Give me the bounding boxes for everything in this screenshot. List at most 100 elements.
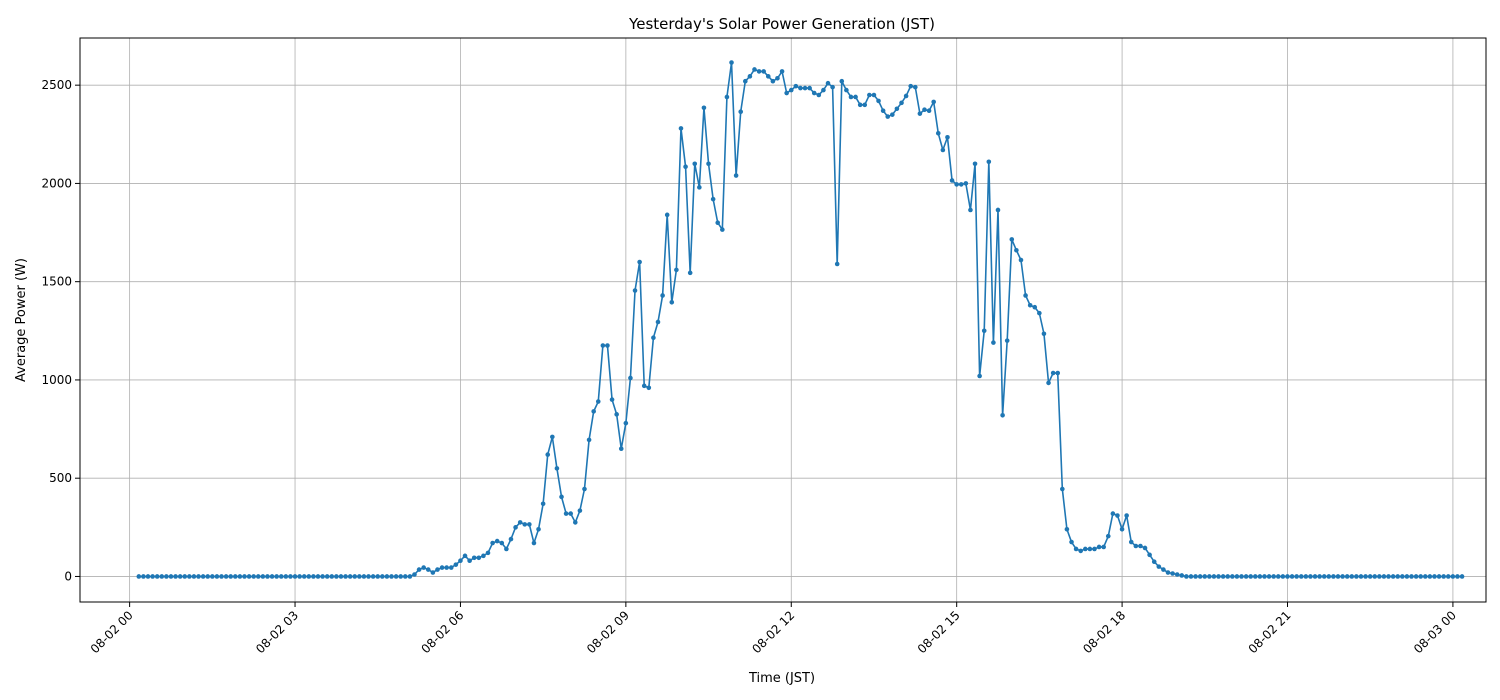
- data-point: [1404, 574, 1410, 579]
- data-point: [1069, 539, 1074, 545]
- data-point: [1037, 310, 1042, 316]
- data-point: [821, 87, 826, 93]
- data-point: [173, 574, 178, 579]
- data-point: [517, 520, 523, 525]
- data-point: [880, 108, 886, 114]
- data-point: [1110, 511, 1116, 516]
- y-tick-label: 0: [64, 569, 72, 583]
- data-point: [1445, 574, 1451, 579]
- data-point: [871, 92, 877, 98]
- data-point: [283, 574, 289, 579]
- data-point: [931, 99, 936, 105]
- data-point: [150, 574, 155, 579]
- data-point: [1092, 546, 1097, 552]
- data-point: [1381, 574, 1387, 579]
- data-point: [237, 574, 243, 579]
- data-point: [334, 574, 339, 579]
- data-point: [301, 574, 307, 579]
- data-point: [890, 112, 895, 117]
- data-point: [940, 147, 946, 153]
- data-point: [632, 288, 638, 293]
- data-point: [444, 565, 449, 570]
- data-point: [338, 574, 344, 579]
- data-point: [1289, 574, 1295, 579]
- data-point: [251, 574, 256, 579]
- data-point: [1023, 293, 1028, 298]
- data-point: [435, 567, 440, 572]
- data-point: [1418, 574, 1423, 579]
- data-point: [370, 574, 376, 579]
- data-point: [159, 574, 165, 579]
- data-point: [839, 78, 845, 84]
- data-point: [1041, 331, 1047, 337]
- data-point: [853, 94, 858, 100]
- plot-frame: [79, 37, 1487, 603]
- data-point: [968, 207, 973, 213]
- data-point: [1262, 574, 1267, 579]
- data-point: [315, 574, 321, 579]
- data-point: [513, 525, 518, 530]
- data-point: [641, 383, 647, 389]
- data-point: [655, 319, 661, 325]
- data-point: [554, 466, 560, 471]
- data-point: [1409, 574, 1414, 579]
- data-point: [972, 161, 978, 167]
- data-point: [917, 111, 923, 116]
- data-point: [210, 574, 215, 579]
- data-point: [453, 562, 459, 567]
- data-point: [508, 536, 514, 542]
- data-point: [343, 574, 348, 579]
- data-point: [715, 220, 721, 226]
- data-point: [595, 399, 601, 404]
- data-point: [559, 494, 564, 500]
- data-point: [527, 522, 532, 527]
- data-point: [540, 501, 546, 507]
- data-point: [949, 178, 955, 183]
- data-point: [646, 385, 652, 391]
- data-point: [1285, 574, 1290, 579]
- data-point: [609, 397, 615, 402]
- data-point: [738, 109, 744, 114]
- data-point: [885, 114, 891, 119]
- data-point: [710, 196, 716, 202]
- data-point: [1230, 574, 1235, 579]
- data-point: [1271, 574, 1276, 579]
- data-point: [347, 574, 353, 579]
- data-point: [1027, 302, 1033, 308]
- data-point: [1216, 574, 1221, 579]
- data-point: [788, 87, 794, 93]
- data-point: [1266, 574, 1272, 579]
- data-point: [678, 126, 684, 131]
- data-point: [1275, 574, 1281, 579]
- data-point: [991, 340, 996, 345]
- data-point: [628, 375, 633, 381]
- data-point: [384, 574, 390, 579]
- data-point: [986, 159, 992, 165]
- data-point: [311, 574, 316, 579]
- data-point: [522, 522, 528, 527]
- data-point: [1142, 545, 1148, 551]
- data-point: [214, 574, 220, 579]
- data-point: [1400, 574, 1405, 579]
- data-point: [1133, 543, 1139, 549]
- data-point: [660, 293, 665, 298]
- data-point: [1441, 574, 1446, 579]
- data-point: [389, 574, 394, 579]
- data-point: [1427, 574, 1433, 579]
- data-point: [1156, 564, 1162, 569]
- data-point: [1087, 546, 1093, 552]
- data-point: [269, 574, 275, 579]
- data-point: [1344, 574, 1350, 579]
- data-point: [504, 546, 509, 552]
- data-point: [1253, 574, 1258, 579]
- data-point: [177, 574, 183, 579]
- data-point: [1073, 546, 1079, 552]
- data-point: [1395, 574, 1401, 579]
- data-point: [403, 574, 408, 579]
- data-point: [352, 574, 358, 579]
- y-tick-label: 1000: [41, 373, 72, 387]
- y-tick-label: 500: [49, 471, 72, 485]
- data-point: [1000, 413, 1005, 418]
- data-point: [1367, 574, 1373, 579]
- data-point: [563, 511, 569, 516]
